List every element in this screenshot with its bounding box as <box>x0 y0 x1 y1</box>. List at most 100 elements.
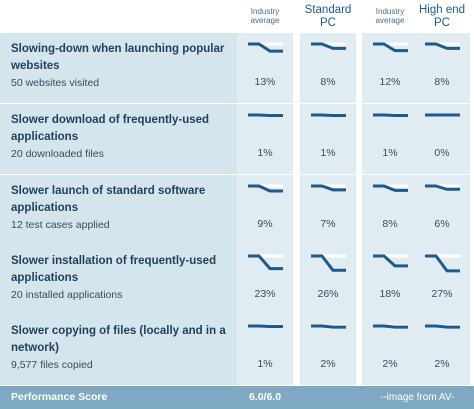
slowdown-sparkline-icon <box>425 184 460 191</box>
slowdown-sparkline-icon <box>425 324 460 329</box>
slowdown-value: 8% <box>434 76 450 88</box>
slowdown-line <box>373 254 408 268</box>
slowdown-sparkline-icon <box>248 324 283 329</box>
slowdown-line <box>311 254 346 272</box>
slowdown-value: 26% <box>317 288 339 300</box>
slowdown-line <box>373 184 408 192</box>
slowdown-line <box>373 42 408 53</box>
slowdown-value: 23% <box>254 288 276 300</box>
slowdown-cell: 13% <box>237 33 293 103</box>
performance-score-value: 6.0/6.0 <box>248 391 282 403</box>
slowdown-cell: 12% <box>362 33 418 103</box>
row-subtitle: 50 websites visited <box>11 77 100 89</box>
slowdown-value: 1% <box>257 147 273 159</box>
slowdown-cell: 23% <box>237 245 293 315</box>
slowdown-value: 1% <box>382 147 398 159</box>
slowdown-cell: 27% <box>414 245 470 315</box>
slowdown-sparkline-icon <box>248 254 283 271</box>
slowdown-sparkline-icon <box>248 113 283 118</box>
slowdown-value: 13% <box>254 76 276 88</box>
slowdown-line <box>248 184 283 193</box>
row-subtitle: 20 installed applications <box>11 289 123 301</box>
slowdown-cell: 8% <box>300 33 356 103</box>
slowdown-line <box>425 184 460 191</box>
slowdown-value: 2% <box>320 358 336 370</box>
row-label: Slower launch of standard software appli… <box>0 175 237 245</box>
column-header-high-end-pc: High end PC <box>418 4 466 29</box>
slowdown-cell: 26% <box>300 245 356 315</box>
slowdown-cell: 6% <box>414 175 470 245</box>
slowdown-cell: 1% <box>237 315 293 385</box>
slowdown-value: 0% <box>434 147 450 159</box>
slowdown-sparkline-icon <box>311 254 346 272</box>
table-row: Slower copying of files (locally and in … <box>0 315 474 385</box>
row-subtitle: 9,577 files copied <box>11 359 93 371</box>
row-title: Slower download of frequently-used appli… <box>11 114 210 143</box>
slowdown-cell: 8% <box>414 33 470 103</box>
slowdown-line <box>248 113 283 118</box>
performance-score-label: Performance Score <box>11 391 108 403</box>
slowdown-value: 8% <box>382 218 398 230</box>
slowdown-value: 27% <box>431 288 453 300</box>
slowdown-line <box>425 324 460 329</box>
slowdown-value: 1% <box>257 358 273 370</box>
table-row: Slower installation of frequently-used a… <box>0 245 474 315</box>
slowdown-value: 12% <box>379 76 401 88</box>
slowdown-sparkline-icon <box>425 113 460 117</box>
slowdown-line <box>248 254 283 271</box>
row-title: Slower launch of standard software appli… <box>11 185 206 214</box>
slowdown-line <box>248 324 283 329</box>
slowdown-cell: 2% <box>300 315 356 385</box>
slowdown-sparkline-icon <box>248 42 283 53</box>
column-header-industry-average-2: Industry average <box>375 7 405 25</box>
slowdown-sparkline-icon <box>311 184 346 192</box>
slowdown-value: 18% <box>379 288 401 300</box>
column-header-standard-pc: Standard PC <box>304 4 352 29</box>
row-title: Slowing-down when launching popular webs… <box>11 43 225 72</box>
table-row: Slower launch of standard software appli… <box>0 175 474 245</box>
slowdown-cell: 1% <box>362 104 418 174</box>
slowdown-value: 7% <box>320 218 336 230</box>
row-subtitle: 12 test cases applied <box>11 219 110 231</box>
slowdown-sparkline-icon <box>373 324 408 329</box>
slowdown-line <box>311 113 346 118</box>
slowdown-line <box>311 42 346 50</box>
slowdown-sparkline-icon <box>425 42 460 50</box>
slowdown-value: 9% <box>257 218 273 230</box>
slowdown-sparkline-icon <box>373 184 408 192</box>
row-label: Slower copying of files (locally and in … <box>0 315 237 385</box>
slowdown-cell: 8% <box>362 175 418 245</box>
row-title: Slower copying of files (locally and in … <box>11 325 226 354</box>
slowdown-line <box>425 254 460 273</box>
row-label: Slower installation of frequently-used a… <box>0 245 237 315</box>
slowdown-cell: 7% <box>300 175 356 245</box>
slowdown-value: 2% <box>434 358 450 370</box>
slowdown-cell: 2% <box>414 315 470 385</box>
slowdown-sparkline-icon <box>373 42 408 53</box>
slowdown-line <box>311 184 346 192</box>
slowdown-sparkline-icon <box>248 184 283 193</box>
table-header: Industry average Standard PC Industry av… <box>0 0 474 33</box>
slowdown-sparkline-icon <box>373 254 408 268</box>
slowdown-sparkline-icon <box>311 113 346 118</box>
slowdown-sparkline-icon <box>373 113 408 118</box>
performance-score-bar: Performance Score 6.0/6.0 --image from A… <box>0 386 474 409</box>
slowdown-cell: 9% <box>237 175 293 245</box>
row-title: Slower installation of frequently-used a… <box>11 255 217 284</box>
slowdown-cell: 0% <box>414 104 470 174</box>
slowdown-line <box>373 324 408 329</box>
slowdown-cell: 1% <box>300 104 356 174</box>
row-label: Slower download of frequently-used appli… <box>0 104 237 174</box>
row-label: Slowing-down when launching popular webs… <box>0 33 237 103</box>
slowdown-line <box>425 42 460 50</box>
slowdown-cell: 2% <box>362 315 418 385</box>
slowdown-line <box>248 42 283 53</box>
slowdown-line <box>373 113 408 118</box>
slowdown-value: 2% <box>382 358 398 370</box>
slowdown-value: 6% <box>434 218 450 230</box>
slowdown-value: 8% <box>320 76 336 88</box>
column-header-industry-average-1: Industry average <box>250 7 280 25</box>
table-row: Slowing-down when launching popular webs… <box>0 33 474 103</box>
slowdown-sparkline-icon <box>311 42 346 50</box>
slowdown-sparkline-icon <box>311 324 346 329</box>
